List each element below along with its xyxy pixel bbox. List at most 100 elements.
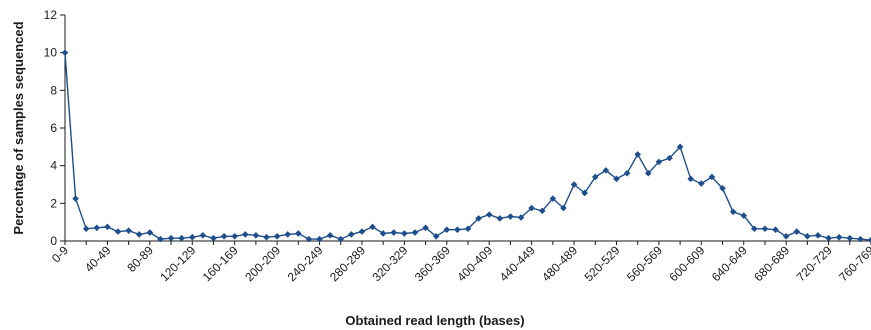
- data-point: [496, 215, 504, 222]
- data-point: [273, 232, 281, 240]
- x-tick-label: 360-369: [412, 243, 453, 284]
- data-point: [846, 234, 854, 242]
- data-point: [157, 235, 164, 243]
- data-point: [729, 208, 737, 216]
- data-point: [666, 154, 673, 162]
- y-tick-label: 12: [44, 8, 58, 22]
- x-tick-label: 120-129: [157, 243, 198, 284]
- data-point: [570, 181, 578, 188]
- data-point: [623, 169, 631, 177]
- data-point: [528, 204, 535, 212]
- data-point: [72, 195, 79, 202]
- data-point: [560, 204, 567, 212]
- x-tick-label: 680-689: [751, 243, 792, 284]
- data-point: [867, 236, 871, 244]
- data-point: [804, 232, 811, 240]
- data-point: [379, 230, 387, 237]
- data-point: [708, 173, 716, 181]
- y-tick-label: 8: [50, 83, 57, 97]
- data-point: [358, 228, 366, 235]
- y-tick-label: 10: [44, 46, 58, 60]
- y-tick-label: 2: [50, 196, 57, 210]
- data-point: [326, 232, 334, 239]
- data-point: [676, 143, 684, 151]
- data-point: [125, 227, 132, 234]
- data-point: [348, 231, 355, 238]
- data-point: [825, 234, 832, 242]
- data-point: [188, 233, 196, 241]
- data-point: [369, 223, 376, 231]
- data-point: [295, 230, 302, 237]
- data-point: [337, 235, 345, 243]
- data-point: [698, 180, 705, 187]
- data-point: [857, 235, 864, 243]
- data-point: [581, 189, 588, 197]
- x-tick-label: 240-249: [285, 243, 326, 284]
- x-tick-label: 440-449: [497, 243, 538, 284]
- data-point: [82, 225, 90, 233]
- data-point: [485, 211, 493, 218]
- data-point: [443, 226, 451, 233]
- data-point: [613, 175, 620, 183]
- x-axis: 0-9 40-49 80-89 120-129 160-169 200-209 240-24…: [49, 240, 871, 284]
- data-point: [740, 212, 748, 219]
- x-tick-label: 160-169: [200, 243, 241, 284]
- data-point: [655, 158, 663, 166]
- data-point: [814, 232, 822, 239]
- x-tick-label: 600-609: [666, 243, 707, 284]
- data-point: [135, 231, 143, 238]
- data-point: [751, 225, 758, 233]
- series-layer: [61, 49, 871, 244]
- data-point: [146, 229, 154, 236]
- y-tick-label: 0: [50, 234, 57, 248]
- data-point: [835, 233, 843, 241]
- y-tick-label: 4: [50, 159, 57, 173]
- data-point: [793, 228, 801, 235]
- data-point: [538, 207, 546, 215]
- data-point: [591, 173, 599, 181]
- data-point: [549, 195, 557, 202]
- y-axis: 0 2 4 6 8 10 12: [44, 8, 66, 248]
- data-point: [316, 235, 323, 243]
- x-tick-label: 400-409: [454, 243, 495, 284]
- data-point: [199, 232, 207, 239]
- data-point: [422, 224, 429, 232]
- x-tick-label: 480-489: [539, 243, 580, 284]
- x-tick-label: 200-209: [242, 243, 283, 284]
- data-point: [772, 226, 779, 233]
- data-point: [231, 232, 238, 240]
- y-axis-title: Percentage of samples sequenced: [11, 21, 26, 234]
- data-point: [464, 225, 472, 233]
- data-point: [602, 167, 610, 174]
- data-point: [719, 184, 726, 192]
- x-tick-label: 80-89: [124, 243, 156, 275]
- data-point: [411, 229, 419, 236]
- data-point: [241, 231, 249, 238]
- data-point: [644, 169, 652, 177]
- data-point: [634, 151, 641, 158]
- x-tick-label: 280-289: [327, 243, 368, 284]
- data-point: [104, 223, 111, 231]
- data-point: [210, 234, 217, 242]
- data-point: [475, 215, 482, 222]
- data-point: [507, 213, 514, 220]
- data-point: [687, 175, 695, 183]
- data-point: [390, 229, 398, 236]
- data-point: [517, 214, 525, 221]
- data-point: [305, 235, 313, 243]
- y-tick-label: 6: [50, 121, 57, 135]
- data-point: [401, 230, 408, 237]
- data-point: [167, 234, 175, 242]
- data-point: [93, 224, 101, 232]
- series-line: [64, 52, 871, 241]
- data-point: [61, 49, 69, 56]
- x-tick-label: 320-329: [369, 243, 410, 284]
- x-tick-label: 640-649: [709, 243, 750, 284]
- data-point: [252, 232, 260, 239]
- data-point: [114, 228, 122, 235]
- data-point: [761, 225, 769, 233]
- data-point: [454, 226, 461, 233]
- x-tick-label: 760-769: [836, 243, 871, 284]
- x-tick-label: 40-49: [82, 243, 114, 275]
